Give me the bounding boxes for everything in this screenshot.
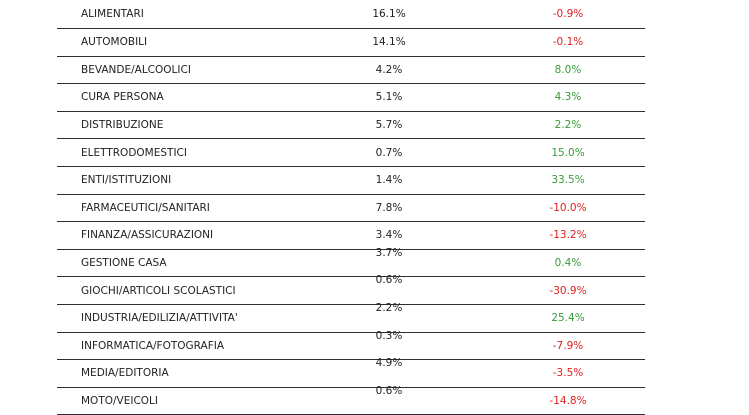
category-change: -0.1% [552,36,584,49]
category-change: 33.5% [551,174,585,187]
category-change: 0.4% [554,257,582,270]
category-name: ELETTRODOMESTICI [81,146,187,159]
table-row: INFORMATICA/FOTOGRAFIA 0.3% -7.9% [57,329,645,361]
category-name: GIOCHI/ARTICOLI SCOLASTICI [81,284,236,297]
category-share: 3.4% [375,229,403,242]
category-share: 1.4% [375,174,403,187]
category-name: FARMACEUTICI/SANITARI [81,201,210,214]
table-row: BEVANDE/ALCOOLICI 4.2% 8.0% [57,57,645,85]
category-share: 3.7% [375,246,403,259]
category-share: 0.3% [375,329,403,342]
category-name: DISTRIBUZIONE [81,119,164,132]
category-share: 0.7% [375,146,403,159]
category-name: CURA PERSONA [81,91,164,104]
category-share: 5.7% [375,119,403,132]
table-row: FINANZA/ASSICURAZIONI 3.4% -13.2% [57,222,645,250]
table-row: MOTO/VEICOLI 0.6% -14.8% [57,384,645,415]
category-change: -3.5% [552,367,584,380]
category-change: -14.8% [549,395,587,408]
category-share: 2.2% [375,301,403,314]
category-change: -10.0% [549,201,587,214]
category-change: -30.9% [549,284,587,297]
category-name: INFORMATICA/FOTOGRAFIA [81,339,225,352]
table-row: ENTI/ISTITUZIONI 1.4% 33.5% [57,167,645,195]
category-name: AUTOMOBILI [81,36,148,49]
category-change: 8.0% [554,63,582,76]
table-row: MEDIA/EDITORIA 4.9% -3.5% [57,357,645,388]
table-row: GESTIONE CASA 3.7% 0.4% [57,246,645,278]
category-share: 4.9% [375,357,403,370]
category-change: 15.0% [551,146,585,159]
table-row: ALIMENTARI 16.1% -0.9% [57,0,645,29]
category-name: FINANZA/ASSICURAZIONI [81,229,214,242]
category-share: 4.2% [375,63,403,76]
category-name: ALIMENTARI [81,8,144,20]
table-row: INDUSTRIA/EDILIZIA/ATTIVITA' 2.2% 25.4% [57,301,645,333]
category-share: 14.1% [372,36,406,49]
table-row: ELETTRODOMESTICI 0.7% 15.0% [57,139,645,167]
category-name: MEDIA/EDITORIA [81,367,169,380]
category-change: -13.2% [549,229,587,242]
category-share: 0.6% [375,384,403,397]
category-name: ENTI/ISTITUZIONI [81,174,172,187]
table-row: DISTRIBUZIONE 5.7% 2.2% [57,112,645,140]
table-row: FARMACEUTICI/SANITARI 7.8% -10.0% [57,195,645,223]
category-change: 4.3% [554,91,582,104]
category-change: 25.4% [551,312,585,325]
category-change: -0.9% [552,8,584,20]
category-share: 7.8% [375,201,403,214]
category-name: MOTO/VEICOLI [81,395,158,408]
table-row: GIOCHI/ARTICOLI SCOLASTICI 0.6% -30.9% [57,274,645,305]
category-share: 0.6% [375,274,403,287]
category-name: GESTIONE CASA [81,257,167,270]
category-change: 2.2% [554,119,582,132]
category-name: BEVANDE/ALCOOLICI [81,63,191,76]
category-table: ALIMENTARI 16.1% -0.9% AUTOMOBILI 14.1% -0.1%… [57,0,645,415]
table-row: AUTOMOBILI 14.1% -0.1% [57,29,645,57]
category-share: 5.1% [375,91,403,104]
table-row: CURA PERSONA 5.1% 4.3% [57,84,645,112]
category-name: INDUSTRIA/EDILIZIA/ATTIVITA' [81,312,238,325]
category-share: 16.1% [372,8,406,20]
category-change: -7.9% [552,339,584,352]
